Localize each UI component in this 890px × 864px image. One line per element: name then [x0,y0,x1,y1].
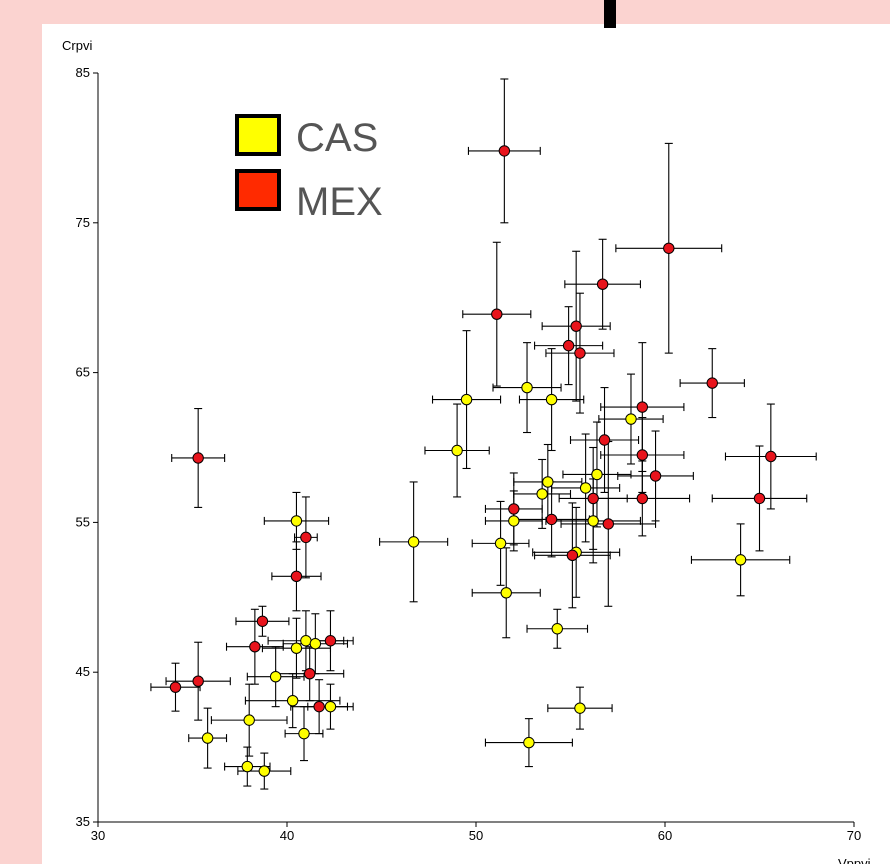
data-point-mex [169,681,182,693]
data-point-mex [602,518,614,530]
y-axis-title: Crpvi [62,38,92,53]
axes [97,73,854,823]
data-point-mex [192,675,204,687]
data-point-cas [290,515,303,527]
data-point-cas [545,393,558,406]
data-point-mex [313,700,325,713]
scatter-chart: 30 40 50 60 70 35 45 55 65 75 85 Crpvi Vppvi CAS M… [62,38,871,864]
legend: CAS MEX [235,114,383,224]
data-point-mex [570,320,582,332]
legend-label-mex: MEX [296,180,383,224]
data-point-mex [256,615,269,627]
data-point-mex [491,308,503,320]
data-point-cas [324,700,337,713]
y-tick-label: 45 [76,664,90,679]
legend-swatch-mex [235,169,281,211]
data-point-cas [243,714,255,726]
data-point-mex [562,339,575,352]
data-point-mex [192,452,204,464]
plot-panel: 30 40 50 60 70 35 45 55 65 75 85 Crpvi Vppvi CAS M… [42,24,890,864]
y-tick-label: 65 [76,365,90,380]
legend-label-cas: CAS [296,116,378,160]
data-point-cas [451,444,463,457]
data-point-mex [249,641,261,653]
data-point-cas [494,537,507,550]
x-tick-label: 60 [658,828,672,843]
data-point-mex [498,145,511,157]
data-point-cas [309,638,322,650]
data-point-mex [574,347,586,359]
data-point-mex [753,492,766,505]
data-point-cas [551,623,563,635]
data-point-cas [500,587,512,599]
data-point-cas [574,702,586,714]
data-point-mex [706,377,718,389]
data-point-cas [508,515,520,527]
data-point-mex [636,449,649,461]
data-point-cas [579,482,592,494]
data-point-mex [663,242,675,254]
data-point-mex [303,667,316,680]
data-point-cas [523,736,535,749]
x-tick-label: 70 [847,828,861,843]
data-point-cas [542,476,554,488]
data-point-cas [591,468,603,481]
data-point-cas [587,515,599,527]
data-point-mex [324,635,337,647]
data-point-cas [201,732,214,744]
data-point-cas [269,670,282,683]
data-point-mex [566,549,579,562]
data-point-mex [300,531,312,544]
data-point-mex [545,513,558,526]
data-point-mex [636,401,649,413]
data-point-cas [298,727,310,740]
data-point-mex [765,450,777,463]
data-point-mex [508,503,520,515]
x-tick-label: 40 [280,828,294,843]
data-point-mex [636,492,649,505]
data-point-cas [300,635,312,647]
data-point-cas [258,765,271,777]
data-point-mex [587,492,599,505]
y-tick-label: 55 [76,514,90,529]
data-point-cas [241,760,254,773]
data-point-cas [536,488,548,500]
y-tick-label: 35 [76,814,90,829]
data-point-mex [290,570,303,583]
data-point-cas [734,554,747,566]
data-point-cas [407,536,420,548]
data-point-cas [290,642,303,654]
data-point-cas [460,393,473,406]
y-tick-label: 85 [76,65,90,80]
y-tick-label: 75 [76,215,90,230]
tick-labels: 30 40 50 60 70 35 45 55 65 75 85 [76,65,862,843]
x-tick-label: 30 [91,828,105,843]
data-point-mex [598,434,611,446]
data-point-cas [625,413,637,425]
data-point-cas [286,694,299,707]
data-point-mex [596,278,609,290]
title-fragment [604,0,616,28]
legend-swatch-cas [235,114,281,156]
x-tick-label: 50 [469,828,483,843]
data-points [169,145,777,777]
x-axis-title: Vppvi [838,856,871,864]
data-point-mex [649,470,662,482]
data-point-cas [521,381,533,394]
